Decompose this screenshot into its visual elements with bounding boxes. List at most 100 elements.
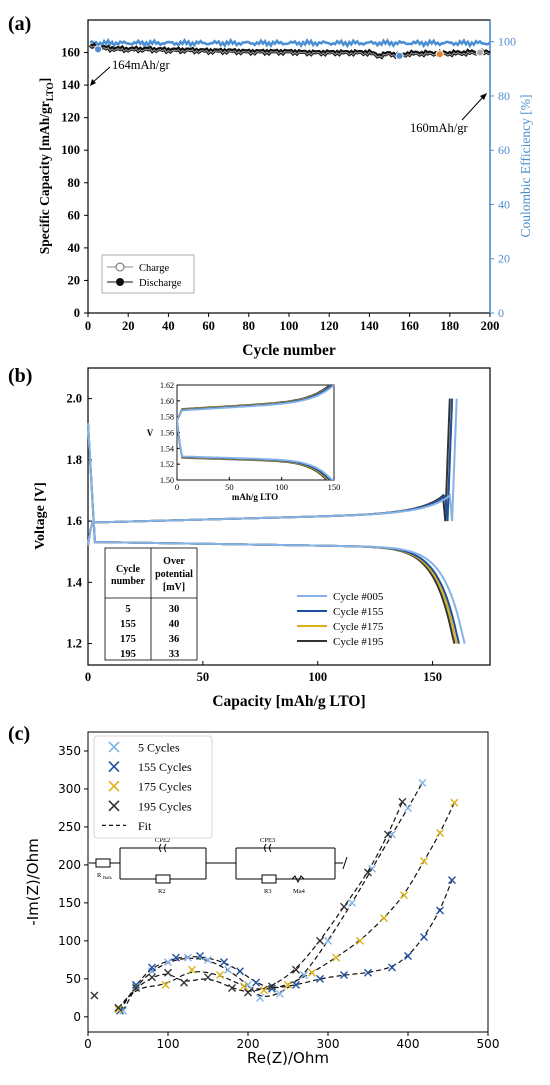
data-point	[436, 829, 444, 838]
data-point	[148, 973, 156, 982]
panel-a-x-label: Cycle number	[242, 342, 336, 359]
annotation-160: 160mAh/gr	[410, 121, 468, 135]
data-point	[316, 974, 324, 983]
circuit-label-ma4: Ma4	[293, 888, 306, 895]
data-point	[398, 797, 407, 806]
y-tick-label: 20	[68, 273, 81, 287]
table-overpotential-cell: 40	[169, 619, 180, 630]
data-point	[384, 830, 392, 839]
data-point	[324, 936, 332, 945]
legend-charge-marker	[115, 262, 125, 272]
data-point	[188, 965, 196, 974]
x-tick-label: 300	[317, 1037, 340, 1051]
legend-label: 5 Cycles	[138, 741, 180, 755]
data-point	[436, 906, 444, 915]
x-tick-label: 40	[162, 319, 175, 333]
y-tick-label: 140	[61, 78, 80, 92]
data-point	[276, 990, 284, 999]
legend-box	[101, 254, 195, 294]
data-point	[164, 958, 172, 967]
panel-c-y-ticks: 0 50 100 150 200 250 300 350	[58, 744, 88, 1024]
inset-y-ticks: 1.50 1.52 1.54 1.56 1.58 1.60 1.62	[160, 381, 180, 485]
x-tick-label: 80	[243, 319, 256, 333]
panel-a-right-label: Coulombic Efficiency [%]	[518, 95, 533, 238]
data-point	[132, 983, 140, 992]
panel-b-letter: (b)	[8, 365, 32, 387]
circuit-label-r: R	[97, 872, 102, 879]
data-point	[132, 980, 140, 989]
charge-curve	[87, 398, 458, 546]
data-point	[420, 933, 428, 942]
data-point	[204, 973, 212, 982]
right-tick-label: 0	[498, 306, 504, 320]
x-tick-label: 100	[280, 319, 299, 333]
data-point	[236, 967, 244, 976]
legend-label: 195 Cycles	[138, 799, 192, 813]
data-point	[380, 914, 388, 923]
panel-c-legend: 5 Cycles 155 Cycles 175 Cycles 195 Cycles Fi…	[93, 735, 213, 839]
legend-discharge-marker	[116, 278, 124, 286]
right-tick-label: 80	[498, 89, 510, 103]
table-cycle-cell: 5	[125, 604, 130, 615]
circuit-label-cpe3: CPE3	[260, 837, 275, 844]
panel-b-y-ticks: 1.2 1.4 1.6 1.8 2.0	[66, 392, 92, 651]
x-tick-label: 100	[157, 1037, 180, 1051]
inset-curves	[177, 385, 334, 480]
panel-c: (c) 0 100 200 300 400 500 0 50 100 150 200 250 300 3…	[8, 723, 499, 1067]
data-point	[316, 936, 324, 945]
data-point	[340, 902, 348, 911]
legend-label: Cycle #005	[333, 591, 384, 603]
panel-a-highlight-points	[93, 45, 485, 60]
highlight-point	[395, 51, 404, 60]
y-tick-label: 1.8	[66, 453, 82, 467]
data-point	[224, 965, 232, 974]
data-point	[284, 980, 292, 989]
data-point	[228, 983, 236, 992]
table-overpotential-cell: 33	[169, 649, 180, 660]
table-header-2b: potential	[155, 569, 193, 580]
data-point	[364, 868, 372, 877]
data-point	[308, 968, 316, 977]
panel-c-frame	[87, 731, 489, 1033]
data-point	[292, 980, 300, 989]
data-point	[164, 968, 172, 977]
data-point	[161, 980, 170, 989]
r-bulk-resistor	[95, 858, 111, 868]
y-tick-label: 300	[58, 782, 81, 796]
data-point	[256, 993, 264, 1002]
panel-b-frame	[87, 367, 491, 666]
x-tick-label: 0	[85, 670, 91, 684]
data-point	[240, 982, 248, 991]
data-point	[292, 965, 300, 974]
data-point	[148, 963, 156, 972]
panel-a-y-label-tail: ]	[37, 78, 52, 83]
annotation-160-arrow	[461, 95, 485, 121]
legend-marker	[108, 780, 120, 792]
table-header-2a: Over	[163, 556, 185, 567]
inset-y-tick-label: 1.50	[160, 476, 174, 485]
panel-b-curves	[87, 398, 466, 644]
panel-c-y-label: -Im(Z)/Ohm	[24, 838, 42, 925]
legend-label: Cycle #155	[333, 606, 384, 618]
legend-marker	[108, 761, 120, 773]
efficiency-series	[89, 37, 491, 49]
y-tick-label: 0	[74, 306, 80, 320]
fit-curve	[122, 782, 423, 1011]
x-tick-label: 120	[320, 319, 339, 333]
inset-discharge-curve	[177, 420, 334, 480]
y-tick-label: 120	[61, 111, 80, 125]
inset-y-label: V	[147, 428, 154, 438]
circuit-label-r2: R2	[158, 888, 166, 895]
y-tick-label: 0	[73, 1010, 81, 1024]
panel-c-points	[90, 778, 459, 1015]
data-point	[400, 891, 408, 900]
data-point	[388, 963, 396, 972]
x-tick-label: 200	[481, 319, 500, 333]
inset-x-tick-label: 50	[225, 482, 234, 492]
inset-y-tick-label: 1.56	[160, 429, 174, 438]
x-tick-label: 400	[397, 1037, 420, 1051]
equivalent-circuit	[89, 843, 348, 884]
circuit-label-bulk: Bulk	[103, 875, 113, 880]
data-point	[114, 1003, 123, 1012]
data-point	[196, 952, 204, 961]
